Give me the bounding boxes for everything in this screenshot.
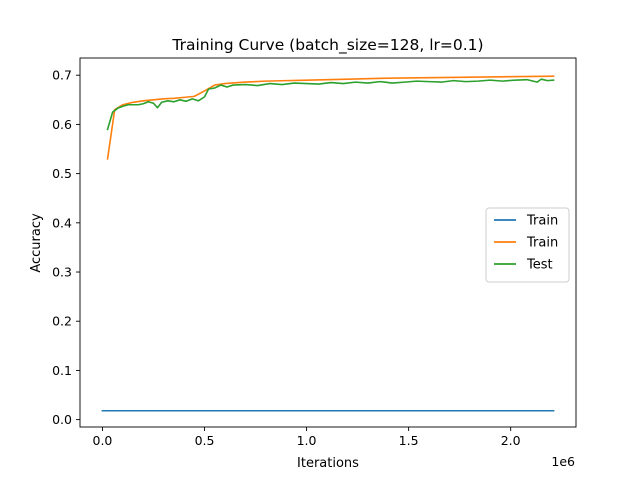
- axes-border: [79, 57, 577, 428]
- y-axis-title: Accuracy: [29, 213, 44, 273]
- x-tick-label: 0.0: [93, 433, 113, 448]
- chart-title: Training Curve (batch_size=128, lr=0.1): [171, 36, 483, 55]
- x-axis: 0.0 0.5 1.0 1.5 2.0: [93, 427, 521, 448]
- y-tick-label: 0.1: [52, 363, 72, 378]
- y-tick-label: 0.6: [52, 117, 72, 132]
- x-axis-offset-label: 1e6: [551, 454, 575, 469]
- y-axis: 0.0 0.1 0.2 0.3 0.4 0.5 0.6 0.7: [52, 68, 80, 427]
- y-tick-label: 0.3: [52, 265, 72, 280]
- axes-frame: [79, 57, 577, 428]
- y-tick-label: 0.4: [52, 215, 72, 230]
- series-layer: [101, 75, 555, 412]
- x-tick-label: 2.0: [501, 433, 521, 448]
- y-tick-label: 0.2: [52, 314, 72, 329]
- legend-label: Train: [526, 236, 558, 251]
- legend: Train Train Test: [485, 207, 570, 283]
- x-axis-title: Iterations: [297, 456, 359, 471]
- x-tick-label: 1.5: [399, 433, 419, 448]
- y-tick-label: 0.0: [52, 412, 72, 427]
- series-line-2: [106, 75, 555, 160]
- y-tick-label: 0.5: [52, 166, 72, 181]
- legend-label: Train: [526, 214, 558, 229]
- x-tick-label: 0.5: [195, 433, 215, 448]
- series-line-3: [106, 78, 555, 131]
- y-tick-label: 0.7: [52, 68, 72, 83]
- legend-label: Test: [526, 258, 553, 273]
- x-tick-label: 1.0: [297, 433, 317, 448]
